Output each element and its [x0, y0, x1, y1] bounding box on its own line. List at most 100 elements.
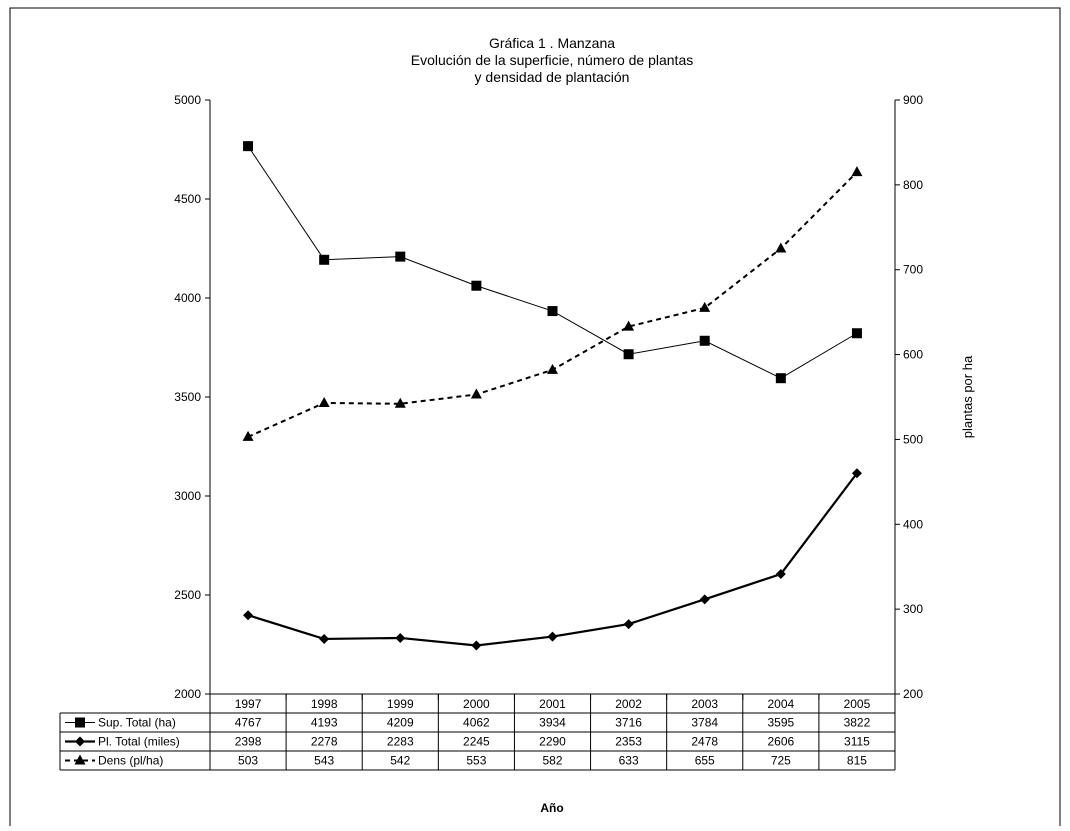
data-label: 3934: [539, 716, 566, 730]
x-tick-label: 2004: [767, 697, 794, 711]
data-label: 553: [466, 754, 486, 768]
data-point: [395, 251, 406, 262]
y-tick-label-right: 700: [903, 263, 923, 277]
x-tick-label: 2001: [539, 697, 566, 711]
chart-title-line: Gráfica 1 . Manzana: [489, 35, 615, 51]
legend-label: Sup. Total (ha): [98, 716, 176, 730]
data-label: 3595: [767, 716, 794, 730]
data-point: [471, 280, 482, 291]
data-label: 2398: [235, 735, 262, 749]
data-point: [775, 373, 786, 384]
chart-series: [242, 141, 863, 651]
x-tick-label: 1997: [235, 697, 262, 711]
data-label: 582: [542, 754, 562, 768]
y-tick-label-right: 600: [903, 348, 923, 362]
y-tick-label-left: 3500: [174, 390, 201, 404]
series-line-2: [247, 171, 858, 438]
data-label: 2283: [387, 735, 414, 749]
data-label: 4209: [387, 716, 414, 730]
data-label: 2278: [311, 735, 338, 749]
data-label: 815: [847, 754, 867, 768]
data-point: [623, 320, 635, 331]
chart-title-line: Evolución de la superficie, número de pl…: [411, 52, 694, 68]
data-label: 2478: [691, 735, 718, 749]
data-point: [851, 468, 862, 479]
y-tick-label-left: 3000: [174, 489, 201, 503]
data-point: [318, 396, 330, 407]
data-point: [471, 640, 482, 651]
y-tick-label-left: 5000: [174, 93, 201, 107]
y-tick-label-left: 2500: [174, 588, 201, 602]
legend-marker: [75, 717, 85, 728]
data-point: [319, 254, 330, 265]
legend-label: Pl. Total (miles): [98, 735, 180, 749]
data-label: 542: [390, 754, 410, 768]
data-label: 3115: [844, 735, 870, 749]
axis-labels: Año plantas por ha: [540, 355, 975, 815]
y-tick-label-left: 4000: [174, 291, 201, 305]
data-label: 4767: [235, 716, 262, 730]
data-point: [547, 363, 558, 374]
data-point: [547, 631, 558, 642]
series-line-0: [247, 145, 858, 379]
chart-axes: 2000 2500 3000 3500 4000 4500 5000 200 300 400 500…: [174, 93, 923, 701]
legend-label: Dens (pl/ha): [98, 754, 163, 768]
data-label: 2606: [767, 735, 794, 749]
data-point: [699, 301, 711, 312]
data-label: 4193: [311, 716, 338, 730]
data-label: 2245: [463, 735, 490, 749]
y-tick-label-right: 200: [903, 687, 923, 701]
series-line-1: [247, 472, 858, 647]
data-point: [623, 619, 634, 630]
legend-marker: [74, 754, 86, 765]
y-tick-label-right: 300: [903, 602, 923, 616]
x-tick-label: 1998: [311, 697, 338, 711]
data-label: 633: [619, 754, 639, 768]
x-axis-label: Año: [540, 801, 563, 815]
data-point: [243, 141, 254, 152]
y-tick-label-left: 4500: [174, 192, 201, 206]
data-point: [394, 397, 406, 408]
y-tick-label-right: 400: [903, 517, 923, 531]
data-point: [699, 335, 710, 346]
data-point: [851, 328, 862, 339]
y-tick-label-right: 500: [903, 432, 923, 446]
data-label: 2353: [615, 735, 642, 749]
data-point: [242, 430, 254, 441]
y-tick-label-right: 800: [903, 178, 923, 192]
data-label: 543: [314, 754, 334, 768]
y-tick-label-left: 2000: [174, 687, 201, 701]
data-point: [699, 594, 710, 605]
data-point: [851, 166, 863, 177]
data-label: 3784: [691, 716, 718, 730]
data-point: [775, 242, 787, 253]
data-table: 1997 1998 1999 2000 2001 2002 2003 2004 2005 Sup.…: [59, 694, 896, 771]
data-point: [319, 633, 330, 644]
data-point: [395, 632, 406, 643]
chart-frame: [9, 7, 1061, 831]
data-label: 2290: [539, 735, 566, 749]
x-tick-label: 2005: [844, 697, 871, 711]
x-tick-label: 1999: [387, 697, 414, 711]
data-label: 503: [238, 754, 258, 768]
legend-marker: [75, 736, 85, 747]
data-label: 4062: [463, 716, 490, 730]
data-point: [547, 306, 558, 317]
chart-title-line: y densidad de plantación: [475, 69, 630, 85]
data-point: [470, 388, 482, 399]
data-point: [623, 349, 634, 360]
y-axis-label-right: plantas por ha: [960, 355, 975, 438]
data-point: [243, 610, 254, 621]
x-tick-label: 2002: [615, 697, 642, 711]
data-label: 725: [771, 754, 791, 768]
data-point: [775, 569, 786, 580]
y-tick-label-right: 900: [903, 93, 923, 107]
x-tick-label: 2003: [691, 697, 718, 711]
data-label: 3716: [615, 716, 642, 730]
x-tick-label: 2000: [463, 697, 490, 711]
data-label: 655: [695, 754, 715, 768]
data-label: 3822: [844, 716, 871, 730]
